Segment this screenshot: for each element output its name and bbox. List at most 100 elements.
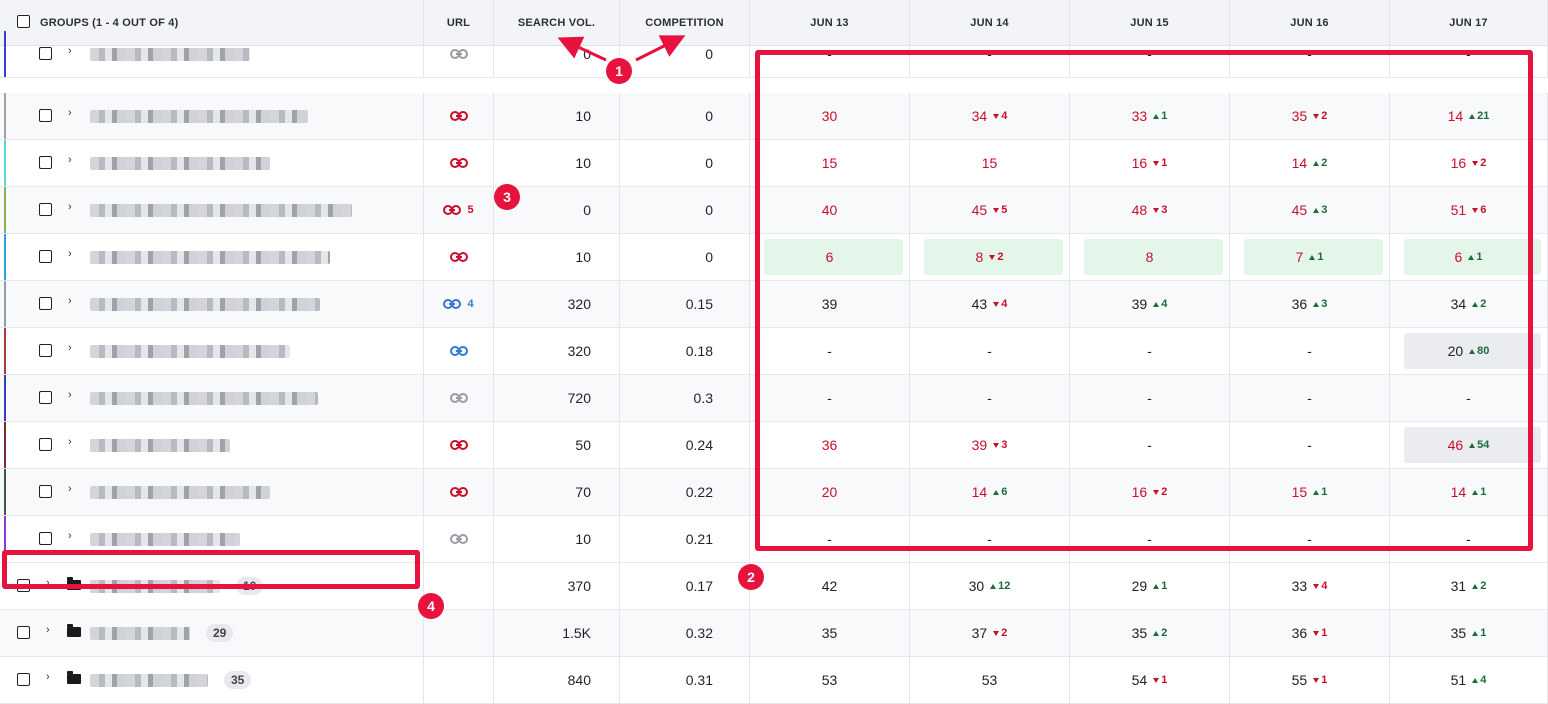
chevron-right-icon[interactable]: › [68,295,72,307]
chevron-right-icon[interactable]: › [68,483,72,495]
keyword-row[interactable]: › 10 0 15 15 16 1 14 2 16 2 [0,140,1548,187]
row-checkbox[interactable] [39,485,52,498]
rank-cell[interactable]: 42 [750,563,910,609]
chevron-right-icon[interactable]: › [68,389,72,401]
url-cell[interactable] [424,93,494,139]
rank-cell[interactable]: 29 1 [1070,563,1230,609]
rank-cell[interactable]: - [750,328,910,374]
keyword-cell[interactable]: › [0,140,424,186]
competition-column-header[interactable]: COMPETITION [620,0,750,45]
group-row[interactable]: › 29 1.5K 0.32 35 37 2 35 2 36 1 35 1 [0,610,1548,657]
keyword-row[interactable]: › 720 0.3 - - - - - [0,375,1548,422]
row-checkbox[interactable] [39,438,52,451]
rank-cell[interactable]: 45 5 [910,187,1070,233]
row-checkbox[interactable] [39,156,52,169]
keyword-cell[interactable]: › [0,93,424,139]
row-checkbox[interactable] [39,344,52,357]
link-icon[interactable] [449,111,468,121]
chevron-right-icon[interactable]: › [68,201,72,213]
link-icon[interactable] [449,440,468,450]
url-cell[interactable] [424,375,494,421]
chevron-right-icon[interactable]: › [46,624,50,636]
rank-cell[interactable]: 30 [750,93,910,139]
link-icon[interactable] [449,346,468,356]
rank-cell[interactable]: - [750,516,910,562]
rank-cell[interactable]: 15 1 [1230,469,1390,515]
keyword-cell[interactable]: › [0,187,424,233]
rank-cell[interactable]: - [1070,516,1230,562]
rank-cell[interactable]: 53 [750,657,910,703]
rank-cell[interactable]: 20 [750,469,910,515]
rank-cell[interactable]: 35 2 [1230,93,1390,139]
chevron-right-icon[interactable]: › [68,248,72,260]
group-row[interactable]: › 10 370 0.17 42 30 12 29 1 33 4 31 2 [0,563,1548,610]
keyword-row[interactable]: › 10 0 6 8 2 8 7 1 6 1 [0,234,1548,281]
row-checkbox[interactable] [39,391,52,404]
chevron-right-icon[interactable]: › [68,342,72,354]
chevron-right-icon[interactable]: › [46,577,50,589]
rank-cell[interactable]: 8 [1070,234,1230,280]
rank-cell[interactable]: 36 1 [1230,610,1390,656]
url-cell[interactable] [424,422,494,468]
rank-cell[interactable]: 45 3 [1230,187,1390,233]
rank-cell[interactable]: 16 2 [1070,469,1230,515]
keyword-row[interactable]: › 10 0.21 - - - - - [0,516,1548,563]
rank-cell[interactable]: - [750,375,910,421]
chevron-right-icon[interactable]: › [68,436,72,448]
rank-cell[interactable]: 14 2 [1230,140,1390,186]
rank-cell[interactable]: 30 12 [910,563,1070,609]
link-icon[interactable] [443,205,462,215]
group-checkbox[interactable] [17,626,30,639]
rank-cell[interactable]: - [1070,422,1230,468]
url-cell[interactable]: 5 [424,187,494,233]
keyword-row[interactable]: › 320 0.18- - - -20 80 [0,328,1548,375]
rank-cell[interactable]: 15 [910,140,1070,186]
search-vol-column-header[interactable]: SEARCH VOL. [494,0,620,45]
url-cell[interactable] [424,469,494,515]
keyword-row[interactable]: › 70 0.22 20 14 6 16 2 15 1 14 1 [0,469,1548,516]
url-cell[interactable] [424,140,494,186]
keyword-cell[interactable]: › [0,375,424,421]
link-icon[interactable] [449,252,468,262]
link-icon[interactable] [443,299,462,309]
keyword-cell[interactable]: › [0,281,424,327]
rank-cell[interactable]: 35 2 [1070,610,1230,656]
rank-cell[interactable]: - [910,375,1070,421]
rank-cell[interactable]: 54 1 [1070,657,1230,703]
rank-cell[interactable]: 43 4 [910,281,1070,327]
group-cell[interactable]: › 35 [0,657,424,703]
keyword-row[interactable]: › 5 0 0 40 45 5 48 3 45 3 51 6 [0,187,1548,234]
groups-column-header[interactable]: GROUPS (1 - 4 OUT OF 4) [0,0,424,45]
date-column-header[interactable]: JUN 15 [1070,0,1230,45]
keyword-cell[interactable]: › [0,31,424,77]
date-column-header[interactable]: JUN 13 [750,0,910,45]
rank-cell[interactable]: 16 1 [1070,140,1230,186]
link-icon[interactable] [449,49,468,59]
chevron-right-icon[interactable]: › [68,530,72,542]
rank-cell[interactable]: - [1230,422,1390,468]
row-checkbox[interactable] [39,109,52,122]
rank-cell[interactable]: 14 6 [910,469,1070,515]
date-column-header[interactable]: JUN 14 [910,0,1070,45]
rank-cell[interactable]: - [910,516,1070,562]
row-checkbox[interactable] [39,532,52,545]
row-checkbox[interactable] [39,47,52,60]
rank-cell[interactable]: - [910,328,1070,374]
rank-cell[interactable]: 48 3 [1070,187,1230,233]
url-cell[interactable] [424,234,494,280]
rank-cell[interactable]: 39 3 [910,422,1070,468]
chevron-right-icon[interactable]: › [68,107,72,119]
rank-cell[interactable]: 37 2 [910,610,1070,656]
rank-cell[interactable]: 34 4 [910,93,1070,139]
rank-cell[interactable]: 36 3 [1230,281,1390,327]
rank-cell[interactable]: - [1230,375,1390,421]
keyword-row[interactable]: › 4 320 0.15 39 43 4 39 4 36 3 34 2 [0,281,1548,328]
rank-cell[interactable]: 33 1 [1070,93,1230,139]
chevron-right-icon[interactable]: › [68,45,72,57]
rank-cell[interactable]: 39 4 [1070,281,1230,327]
select-all-checkbox[interactable] [17,15,30,28]
keyword-cell[interactable]: › [0,422,424,468]
url-column-header[interactable]: URL [424,0,494,45]
